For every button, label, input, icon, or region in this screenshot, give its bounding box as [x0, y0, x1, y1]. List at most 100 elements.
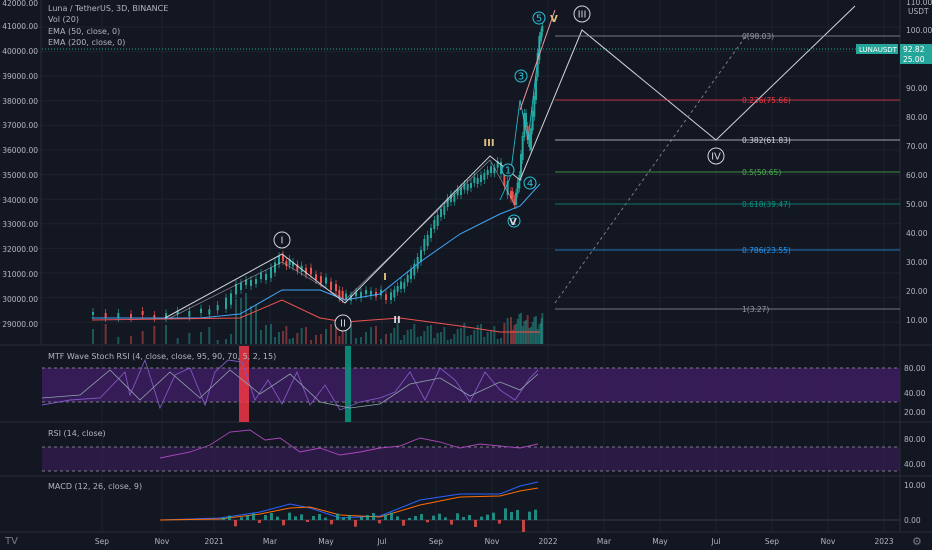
volume-bar: [240, 298, 242, 344]
candle-body: [292, 262, 294, 267]
macd-histogram-bar: [480, 516, 483, 520]
candle-body: [260, 273, 262, 279]
wave-letter-0: III: [483, 138, 494, 149]
candle-body: [288, 259, 291, 265]
volume-bar: [330, 324, 332, 344]
candle-body: [165, 313, 167, 318]
candle-body: [225, 297, 227, 309]
volume-bar: [416, 337, 419, 344]
volume-bar: [208, 327, 211, 344]
macd-histogram-bar: [456, 513, 459, 520]
volume-bar: [216, 340, 219, 344]
left-axis-label: 29000.00: [2, 320, 38, 329]
volume-bar: [341, 331, 344, 344]
volume-bar: [370, 327, 372, 344]
candle-body: [480, 175, 482, 182]
volume-bar: [473, 330, 476, 344]
rsi-axis-label: 80.00: [904, 435, 926, 444]
time-axis-label: Nov: [821, 537, 836, 546]
volume-bar: [528, 328, 531, 344]
volume-bar: [265, 325, 267, 344]
fib-level-label-1: 0.236(75.66): [742, 96, 791, 105]
wave-teal-2-label: 3: [518, 72, 524, 83]
volume-bar: [510, 317, 512, 344]
macd-line: [159, 481, 539, 521]
volume-bar: [188, 333, 191, 344]
ema200-line: [91, 299, 540, 333]
volume-legend[interactable]: Vol (20): [48, 15, 79, 24]
time-axis-label: Jul: [710, 537, 720, 546]
candle-body: [285, 261, 288, 266]
ema200-legend[interactable]: EMA (200, close, 0): [48, 38, 126, 47]
right-axis-label: 60.00: [906, 171, 928, 180]
volume-bar: [350, 325, 352, 344]
macd-histogram-bar: [462, 517, 465, 520]
candle-body: [430, 228, 432, 238]
candle-body: [330, 281, 332, 290]
left-axis-label: 32000.00: [2, 245, 38, 254]
fib-level-label-2: 0.382(61.83): [742, 136, 791, 145]
volume-bar: [310, 340, 312, 344]
macd-histogram-bar: [516, 510, 519, 520]
macd-histogram-bar: [426, 520, 429, 523]
candle-body: [400, 281, 402, 289]
candle-body: [410, 269, 412, 279]
ema50-legend[interactable]: EMA (50, close, 0): [48, 27, 121, 36]
macd-histogram-bar: [432, 515, 435, 520]
stoch-pane-title[interactable]: MTF Wave Stoch RSI (4, close, close, 95,…: [48, 352, 277, 361]
volume-bar: [320, 334, 322, 344]
ema50-line: [92, 183, 541, 319]
candle-body: [230, 293, 232, 305]
candle-body: [104, 313, 107, 318]
volume-bar: [430, 325, 432, 344]
volume-bar: [536, 329, 539, 344]
volume-bar: [288, 339, 291, 344]
fib-level-label-3: 0.5(50.65): [742, 168, 781, 177]
macd-histogram-bar: [492, 512, 495, 520]
macd-histogram-bar: [288, 512, 291, 520]
candle-body: [274, 262, 276, 273]
right-axis-top: 110.00: [906, 0, 932, 7]
macd-pane-title[interactable]: MACD (12, 26, close, 9): [48, 482, 143, 491]
wave-white-0-label: I: [281, 236, 284, 247]
candle-body: [315, 274, 317, 280]
volume-bar: [406, 330, 409, 344]
candle-body: [141, 311, 144, 315]
wave-drawings[interactable]: 0(98.03) 0.236(75.66) 0.382(61.83) 0.5(50.6…: [42, 5, 900, 332]
macd-histogram-bar: [258, 520, 261, 523]
volume-bar: [255, 305, 257, 344]
candle-body: [270, 267, 272, 278]
volume-bar: [526, 315, 529, 344]
macd-histogram-bar: [300, 514, 303, 520]
left-axis-label: 35000.00: [2, 171, 38, 180]
left-axis-label: 34000.00: [2, 196, 38, 205]
candle-body: [200, 308, 202, 313]
left-axis-label: 40000.00: [2, 47, 38, 56]
candle-body: [338, 290, 341, 298]
volume-bar: [285, 326, 288, 344]
stoch-k-line: [41, 358, 539, 411]
candle-body: [443, 206, 446, 215]
candle-body: [208, 309, 211, 315]
right-axis-label: 30.00: [906, 258, 928, 267]
settings-gear-icon[interactable]: ⚙: [912, 535, 922, 548]
indicator-lines: [41, 183, 900, 532]
wave-white-3-label: IV: [711, 152, 721, 163]
candle-body: [406, 275, 409, 283]
wave-white-2-label: III: [578, 10, 587, 21]
time-axis-label: Sep: [95, 537, 109, 546]
volume-bar: [225, 339, 227, 344]
volume-bar: [250, 306, 252, 344]
rsi-pane-title[interactable]: RSI (14, close): [48, 429, 106, 438]
macd-histogram-bar: [444, 517, 447, 520]
left-axis-label: 33000.00: [2, 220, 38, 229]
left-axis-label: 31000.00: [2, 270, 38, 279]
volume-bar: [521, 326, 524, 344]
wave-white-0-circle: [273, 231, 291, 249]
right-axis-label: 80.00: [906, 113, 928, 122]
volume-bar: [476, 325, 479, 344]
macd-histogram-bar: [276, 516, 279, 520]
volume-bar: [335, 323, 337, 344]
